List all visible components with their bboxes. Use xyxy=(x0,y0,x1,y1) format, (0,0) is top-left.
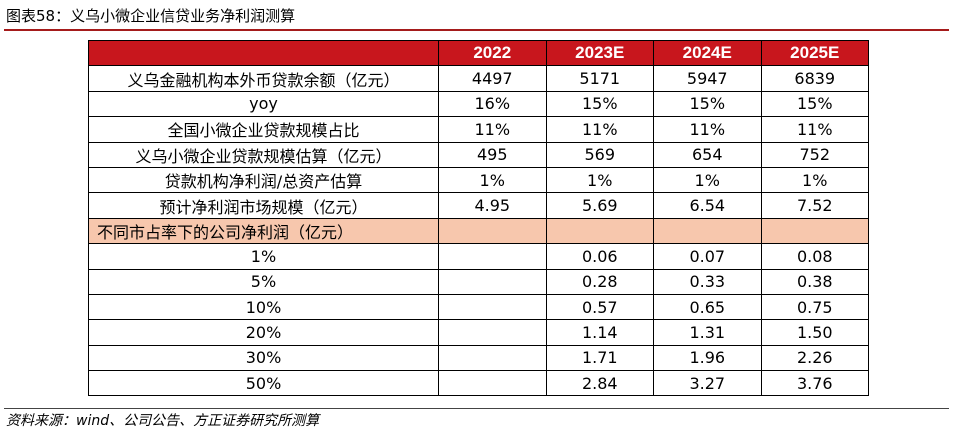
table-cell xyxy=(438,370,547,397)
figure-title: 图表58：义乌小微企业信贷业务净利润测算 xyxy=(6,7,296,25)
column-header-2025e: 2025E xyxy=(760,39,869,67)
table-cell xyxy=(438,243,547,270)
table-cell: 7.52 xyxy=(760,192,869,219)
table-cell: 6.54 xyxy=(653,192,762,219)
row-label: 10% xyxy=(88,293,439,321)
table-cell: 15% xyxy=(545,90,654,118)
table-cell: 1% xyxy=(438,166,547,194)
table-cell: 0.33 xyxy=(653,268,762,295)
table-cell xyxy=(760,217,869,245)
table-cell xyxy=(545,217,654,245)
column-header-2023e: 2023E xyxy=(545,39,654,67)
row-label: 1% xyxy=(88,243,439,270)
table-cell: 15% xyxy=(653,90,762,118)
row-label: 5% xyxy=(88,268,439,295)
table-cell: 1% xyxy=(760,166,869,194)
table-cell: 11% xyxy=(760,116,869,143)
table-cell: 11% xyxy=(653,116,762,143)
table-row: yoy 16% 15% 15% 15% xyxy=(88,90,869,118)
row-label: 全国小微企业贷款规模占比 xyxy=(88,116,439,143)
table-cell: 4.95 xyxy=(438,192,547,219)
table-cell: 1% xyxy=(653,166,762,194)
table-cell: 0.08 xyxy=(760,243,869,270)
table-cell: 0.38 xyxy=(760,268,869,295)
table-cell: 1.50 xyxy=(760,319,869,346)
table-cell: 0.75 xyxy=(760,293,869,321)
table-cell: 11% xyxy=(545,116,654,143)
table-cell: 0.06 xyxy=(545,243,654,270)
table-row: 预计净利润市场规模（亿元） 4.95 5.69 6.54 7.52 xyxy=(88,192,869,219)
table-row: 10% 0.57 0.65 0.75 xyxy=(88,293,869,321)
net-profit-table: 2022 2023E 2024E 2025E 义乌金融机构本外币贷款余额（亿元）… xyxy=(88,39,869,397)
table-cell: 1.14 xyxy=(545,319,654,346)
table-row: 义乌金融机构本外币贷款余额（亿元） 4497 5171 5947 6839 xyxy=(88,65,869,92)
table-cell: 1.96 xyxy=(653,344,762,372)
table-cell: 1.31 xyxy=(653,319,762,346)
table-cell: 3.27 xyxy=(653,370,762,397)
table-row: 50% 2.84 3.27 3.76 xyxy=(88,370,869,397)
table-cell: 0.65 xyxy=(653,293,762,321)
table-cell xyxy=(438,344,547,372)
column-header-label xyxy=(88,39,439,67)
header-row: 2022 2023E 2024E 2025E xyxy=(88,39,869,67)
table-cell: 16% xyxy=(438,90,547,118)
table-row: 30% 1.71 1.96 2.26 xyxy=(88,344,869,372)
table-cell: 5171 xyxy=(545,65,654,92)
row-label: 20% xyxy=(88,319,439,346)
table-cell: 0.57 xyxy=(545,293,654,321)
row-label: 贷款机构净利润/总资产估算 xyxy=(88,166,439,194)
table-cell: 654 xyxy=(653,141,762,168)
table-cell: 15% xyxy=(760,90,869,118)
column-header-2024e: 2024E xyxy=(653,39,762,67)
table-cell xyxy=(438,319,547,346)
table-cell: 1% xyxy=(545,166,654,194)
table-cell: 2.84 xyxy=(545,370,654,397)
table-row: 全国小微企业贷款规模占比 11% 11% 11% 11% xyxy=(88,116,869,143)
table-cell: 4497 xyxy=(438,65,547,92)
table-cell xyxy=(438,293,547,321)
table-cell xyxy=(438,217,547,245)
row-label: yoy xyxy=(88,90,439,118)
table-cell: 495 xyxy=(438,141,547,168)
table-row: 贷款机构净利润/总资产估算 1% 1% 1% 1% xyxy=(88,166,869,194)
table-cell: 2.26 xyxy=(760,344,869,372)
table-cell: 0.28 xyxy=(545,268,654,295)
source-rule xyxy=(4,408,949,409)
source-note: 资料来源：wind、公司公告、方正证券研究所测算 xyxy=(6,413,320,429)
table-cell: 5.69 xyxy=(545,192,654,219)
row-label: 预计净利润市场规模（亿元） xyxy=(88,192,439,219)
row-label: 30% xyxy=(88,344,439,372)
row-label: 义乌小微企业贷款规模估算（亿元） xyxy=(88,141,439,168)
row-label: 50% xyxy=(88,370,439,397)
column-header-2022: 2022 xyxy=(438,39,547,67)
table-cell: 11% xyxy=(438,116,547,143)
table-cell: 569 xyxy=(545,141,654,168)
title-rule xyxy=(4,29,949,31)
section-label: 不同市占率下的公司净利润（亿元） xyxy=(88,217,439,245)
table-row: 1% 0.06 0.07 0.08 xyxy=(88,243,869,270)
table-cell: 5947 xyxy=(653,65,762,92)
row-label: 义乌金融机构本外币贷款余额（亿元） xyxy=(88,65,439,92)
section-header-row: 不同市占率下的公司净利润（亿元） xyxy=(88,217,869,245)
table-row: 20% 1.14 1.31 1.50 xyxy=(88,319,869,346)
table-cell: 1.71 xyxy=(545,344,654,372)
table-cell: 752 xyxy=(760,141,869,168)
table-cell: 3.76 xyxy=(760,370,869,397)
table-cell: 0.07 xyxy=(653,243,762,270)
table-cell: 6839 xyxy=(760,65,869,92)
table-cell xyxy=(438,268,547,295)
table-cell xyxy=(653,217,762,245)
table-row: 义乌小微企业贷款规模估算（亿元） 495 569 654 752 xyxy=(88,141,869,168)
table-row: 5% 0.28 0.33 0.38 xyxy=(88,268,869,295)
